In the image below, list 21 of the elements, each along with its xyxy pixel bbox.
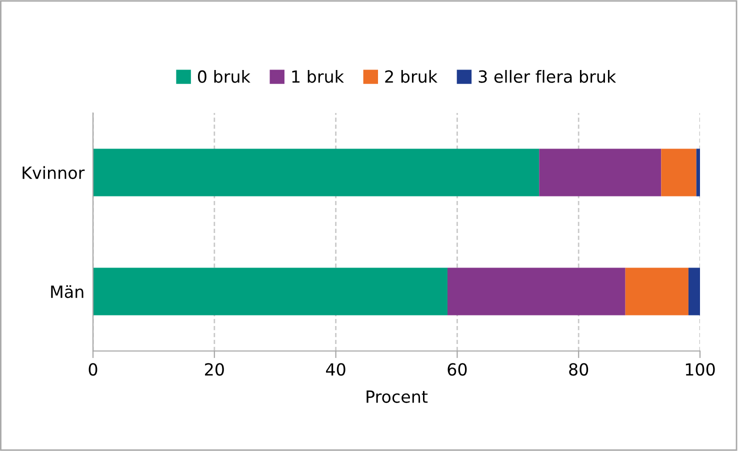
bar (539, 148, 662, 196)
bar (661, 148, 696, 196)
legend-label: 1 bruk (292, 70, 344, 83)
x-tick-label: 80 (569, 363, 588, 376)
bar (688, 268, 700, 316)
bar (93, 148, 540, 196)
bar (696, 148, 700, 196)
y-tick-label: Män (51, 285, 84, 298)
bar (447, 268, 626, 316)
x-tick-label: 20 (205, 363, 224, 376)
x-axis-title: Procent (366, 390, 428, 403)
legend-label: 2 bruk (385, 70, 438, 83)
legend-label: 0 bruk (198, 70, 250, 83)
bar (625, 268, 688, 316)
y-tick-label: Kvinnor (22, 166, 85, 180)
x-tick-label: 0 (88, 363, 98, 376)
x-tick-label: 40 (326, 363, 346, 376)
legend-label: 3 eller flera bruk (478, 70, 616, 83)
x-tick-label: 100 (686, 363, 715, 376)
x-tick-label: 60 (448, 363, 467, 376)
bar (93, 268, 448, 316)
